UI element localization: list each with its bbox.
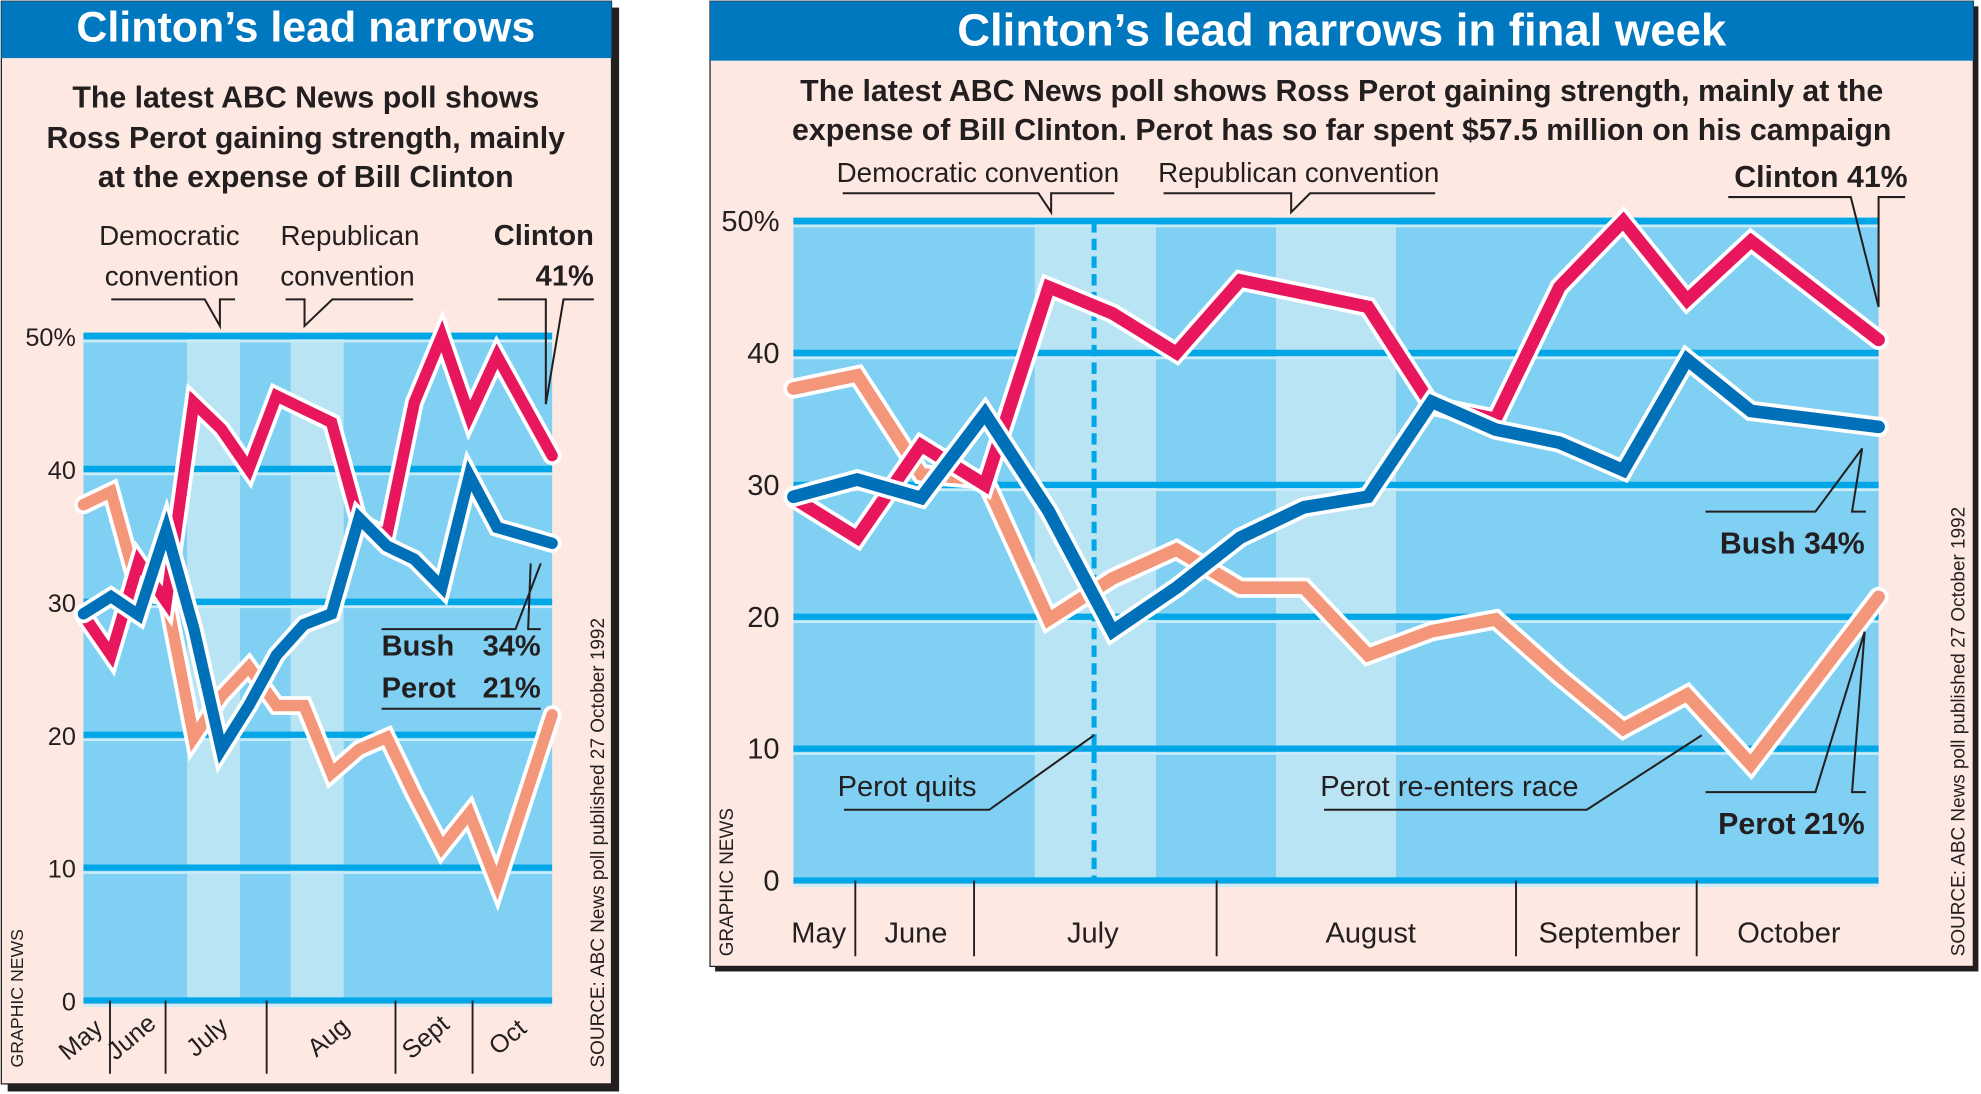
- dem-convention-bracket: [842, 192, 1115, 216]
- y-tick-label: 20: [48, 723, 76, 751]
- perot-reenters-leader: [1324, 734, 1703, 811]
- clinton-value: 41%: [536, 261, 594, 293]
- left-chart-panel: Clinton’s lead narrows The latest ABC Ne…: [0, 0, 620, 1092]
- bush-leader-line: [381, 563, 542, 631]
- dem-convention-bracket: [111, 298, 236, 330]
- dem-convention-label: convention: [105, 261, 239, 292]
- y-tick-label: 10: [747, 734, 779, 766]
- clinton-label: Clinton: [494, 220, 594, 252]
- y-tick-label: 50%: [721, 206, 779, 238]
- perot-leader-line: [1705, 631, 1866, 794]
- y-tick-label: 40: [747, 338, 779, 370]
- rep-convention-bracket: [285, 298, 414, 329]
- chart-title: Clinton’s lead narrows: [76, 4, 535, 52]
- x-tick-label: September: [1538, 917, 1680, 949]
- subtitle-line: at the expense of Bill Clinton: [98, 161, 514, 194]
- chart-title: Clinton’s lead narrows in final week: [957, 4, 1727, 55]
- bush-label: Bush: [382, 631, 455, 663]
- perot-reenters-label: Perot re-enters race: [1320, 771, 1578, 803]
- title-bar: [1, 1, 612, 59]
- source-text: SOURCE: ABC News poll published 27 Octob…: [588, 618, 609, 1067]
- subtitle-line: The latest ABC News poll shows: [72, 81, 539, 114]
- subtitle-line: The latest ABC News poll shows Ross Pero…: [800, 75, 1883, 108]
- perot-label: Perot 21%: [1718, 808, 1865, 841]
- subtitle-line: Ross Perot gaining strength, mainly: [47, 122, 566, 155]
- y-tick-label: 30: [747, 470, 779, 502]
- y-tick-label: 0: [62, 989, 76, 1017]
- bush-value: 34%: [483, 631, 541, 663]
- title-bar: [710, 1, 1974, 61]
- credit-text: GRAPHIC NEWS: [7, 929, 27, 1067]
- y-tick-label: 10: [48, 856, 76, 884]
- clinton-leader-line: [1728, 196, 1906, 308]
- y-tick-label: 30: [48, 590, 76, 618]
- bush-label: Bush 34%: [1720, 527, 1865, 560]
- rep-convention-label: convention: [280, 261, 414, 292]
- subtitle-line: expense of Bill Clinton. Perot has so fa…: [792, 114, 1891, 147]
- perot-quits-label: Perot quits: [838, 771, 977, 803]
- x-tick-label: June: [884, 917, 947, 949]
- right-plot-area: 0 10 20 30 40 50% May June July August September Oc…: [721, 205, 1889, 957]
- dem-convention-label: Democratic convention: [837, 157, 1120, 188]
- y-tick-label: 20: [747, 602, 779, 634]
- x-tick-label: July: [1067, 917, 1119, 949]
- bush-leader-line: [1705, 447, 1866, 513]
- clinton-label: Clinton 41%: [1734, 161, 1907, 194]
- perot-label: Perot: [382, 672, 457, 704]
- credit-text: GRAPHIC NEWS: [717, 808, 738, 956]
- perot-value: 21%: [483, 672, 541, 704]
- right-chart-panel: Clinton’s lead narrows in final week The…: [709, 0, 1979, 972]
- y-tick-label: 40: [48, 457, 76, 485]
- x-tick-label: October: [1737, 917, 1841, 949]
- x-tick-label: August: [1326, 917, 1416, 949]
- perot-quits-leader: [843, 734, 1095, 811]
- source-text: SOURCE: ABC News poll published 27 Octob…: [1948, 507, 1969, 956]
- rep-convention-label: Republican convention: [1158, 157, 1439, 188]
- rep-convention-bracket: [1163, 192, 1436, 215]
- y-tick-label: 50%: [25, 324, 76, 352]
- dem-convention-label: Democratic: [99, 220, 240, 251]
- rep-convention-label: Republican: [281, 220, 420, 251]
- x-tick-label: May: [791, 917, 846, 949]
- y-tick-label: 0: [763, 866, 779, 898]
- clinton-leader-line: [497, 298, 594, 405]
